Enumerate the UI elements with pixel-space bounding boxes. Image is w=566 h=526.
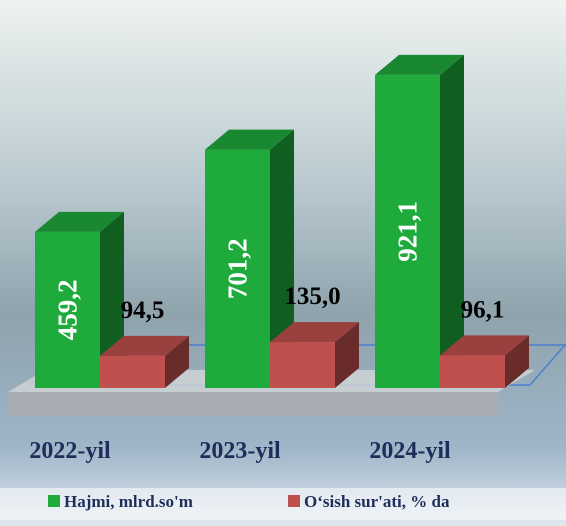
bar-top xyxy=(205,129,294,150)
bar-side xyxy=(335,322,359,388)
value-label: 96,1 xyxy=(461,296,505,323)
bar-side xyxy=(165,335,189,388)
value-label: 701,2 xyxy=(223,238,253,299)
value-label: 135,0 xyxy=(284,283,340,310)
floor-front xyxy=(8,392,498,416)
bar xyxy=(270,342,335,388)
value-label: 459,2 xyxy=(53,280,83,341)
value-label: 94,5 xyxy=(121,297,165,324)
bar xyxy=(100,355,165,388)
bar xyxy=(205,149,270,388)
legend-label: Hajmi, mlrd.so'm xyxy=(64,492,193,511)
legend-swatch xyxy=(288,495,300,507)
bar xyxy=(375,74,440,389)
bar-top xyxy=(100,335,189,356)
bar-top xyxy=(35,211,124,232)
x-tick-label: 2023-yil xyxy=(199,438,281,464)
legend-swatch xyxy=(48,495,60,507)
bar-side xyxy=(505,335,529,388)
bar xyxy=(440,355,505,388)
value-label: 921,1 xyxy=(393,201,423,262)
bar xyxy=(35,231,100,388)
bar-top xyxy=(375,54,464,75)
bar-side xyxy=(270,129,294,389)
bar-top xyxy=(440,335,529,356)
bar-side xyxy=(440,54,464,389)
legend-label: O‘sish sur'ati, % da xyxy=(304,492,450,511)
legend-box xyxy=(0,488,566,520)
x-tick-label: 2022-yil xyxy=(29,438,111,464)
bar-top xyxy=(270,322,359,343)
x-tick-label: 2024-yil xyxy=(369,438,451,464)
